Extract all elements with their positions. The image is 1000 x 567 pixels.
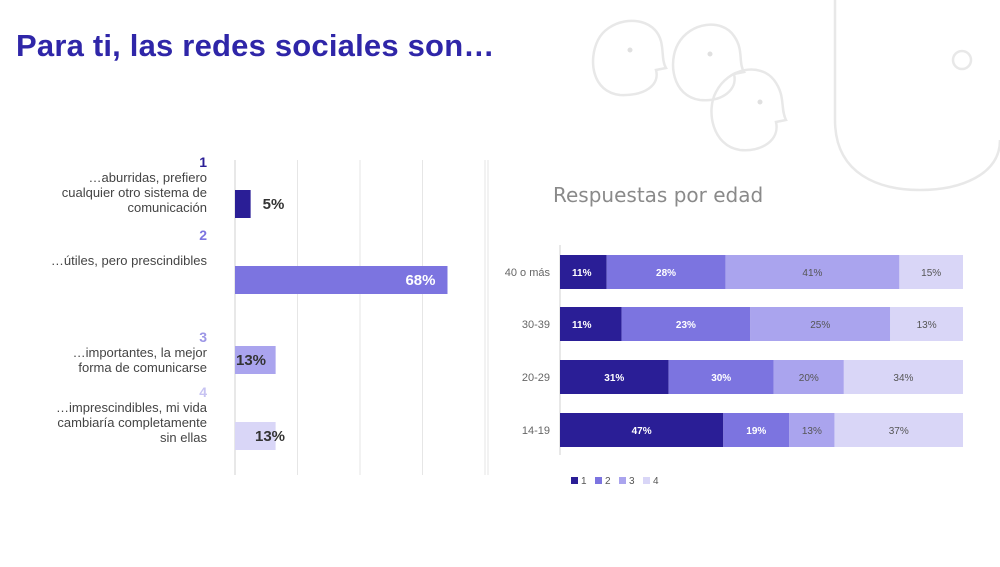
stacked-segment bbox=[750, 307, 891, 341]
segment-value-label: 20% bbox=[799, 373, 819, 384]
right-category-label: 40 o más bbox=[505, 267, 551, 279]
left-bar bbox=[235, 422, 276, 450]
left-category-number: 3 bbox=[199, 329, 207, 345]
eye-circle bbox=[951, 49, 973, 71]
stacked-segment bbox=[668, 360, 774, 394]
right-category-label: 30-39 bbox=[522, 319, 550, 331]
segment-value-label: 37% bbox=[889, 426, 909, 437]
left-bar bbox=[235, 266, 448, 294]
left-category-number: 1 bbox=[199, 154, 207, 170]
left-category-text: …útiles, pero prescindibles bbox=[50, 253, 207, 268]
segment-value-label: 47% bbox=[632, 426, 652, 437]
segment-value-label: 19% bbox=[746, 426, 766, 437]
right-category-label: 14-19 bbox=[522, 425, 550, 437]
page-title: Para ti, las redes sociales son… bbox=[16, 28, 495, 63]
left-category-number: 4 bbox=[199, 384, 207, 400]
stacked-segment bbox=[560, 307, 622, 341]
head-outline-1 bbox=[591, 19, 668, 97]
legend-swatch bbox=[643, 477, 650, 484]
legend-label: 4 bbox=[653, 476, 659, 487]
right-category-label: 20-29 bbox=[522, 372, 550, 384]
stacked-segment bbox=[560, 360, 669, 394]
left-category-number: 2 bbox=[199, 227, 207, 243]
segment-value-label: 15% bbox=[921, 268, 941, 279]
stacked-segment bbox=[606, 255, 726, 289]
left-bar bbox=[235, 346, 276, 374]
legend-label: 3 bbox=[629, 476, 635, 487]
stacked-segment bbox=[899, 255, 963, 289]
left-category-text: …aburridas, prefiero cualquier otro sist… bbox=[61, 170, 207, 215]
left-category-label: 3 …importantes, la mejor forma de comunic… bbox=[40, 329, 207, 376]
left-bar-value-label: 5% bbox=[263, 196, 285, 213]
segment-value-label: 13% bbox=[917, 320, 937, 331]
segment-value-label: 41% bbox=[802, 268, 822, 279]
stacked-segment bbox=[725, 255, 900, 289]
segment-value-label: 30% bbox=[711, 373, 731, 384]
stacked-segment bbox=[560, 255, 607, 289]
stacked-segment bbox=[621, 307, 751, 341]
stacked-segment bbox=[890, 307, 963, 341]
segment-value-label: 11% bbox=[572, 320, 592, 331]
legend-swatch bbox=[571, 477, 578, 484]
legend-label: 2 bbox=[605, 476, 611, 487]
left-category-label: 1 …aburridas, prefiero cualquier otro sis… bbox=[40, 154, 207, 216]
stacked-segment bbox=[560, 413, 724, 447]
head-outline-large bbox=[833, 0, 1000, 192]
segment-value-label: 28% bbox=[656, 268, 676, 279]
stacked-segment bbox=[723, 413, 790, 447]
segment-value-label: 31% bbox=[604, 373, 624, 384]
legend-label: 1 bbox=[581, 476, 587, 487]
segment-value-label: 25% bbox=[810, 320, 830, 331]
legend-swatch bbox=[619, 477, 626, 484]
stacked-segment bbox=[789, 413, 835, 447]
left-category-label: 4 …imprescindibles, mi vida cambiaría com… bbox=[40, 384, 207, 446]
stacked-segment bbox=[773, 360, 844, 394]
segment-value-label: 34% bbox=[893, 373, 913, 384]
left-category-label: 2 …útiles, pero prescindibles bbox=[40, 227, 207, 269]
head-outline-2 bbox=[671, 23, 746, 102]
left-category-text: …importantes, la mejor forma de comunica… bbox=[72, 345, 207, 375]
left-bar bbox=[235, 190, 251, 218]
left-category-text: …imprescindibles, mi vida cambiaría comp… bbox=[56, 400, 207, 445]
left-bar-value-label: 13% bbox=[255, 428, 285, 445]
stacked-segment bbox=[834, 413, 963, 447]
legend-swatch bbox=[595, 477, 602, 484]
segment-value-label: 11% bbox=[572, 268, 592, 279]
left-bar-value-label: 68% bbox=[405, 272, 435, 289]
segment-value-label: 23% bbox=[676, 320, 696, 331]
segment-value-label: 13% bbox=[802, 426, 822, 437]
head-outline-3 bbox=[710, 68, 788, 152]
left-bar-value-label: 13% bbox=[236, 352, 266, 369]
stacked-segment bbox=[843, 360, 963, 394]
right-chart-title: Respuestas por edad bbox=[553, 183, 764, 207]
